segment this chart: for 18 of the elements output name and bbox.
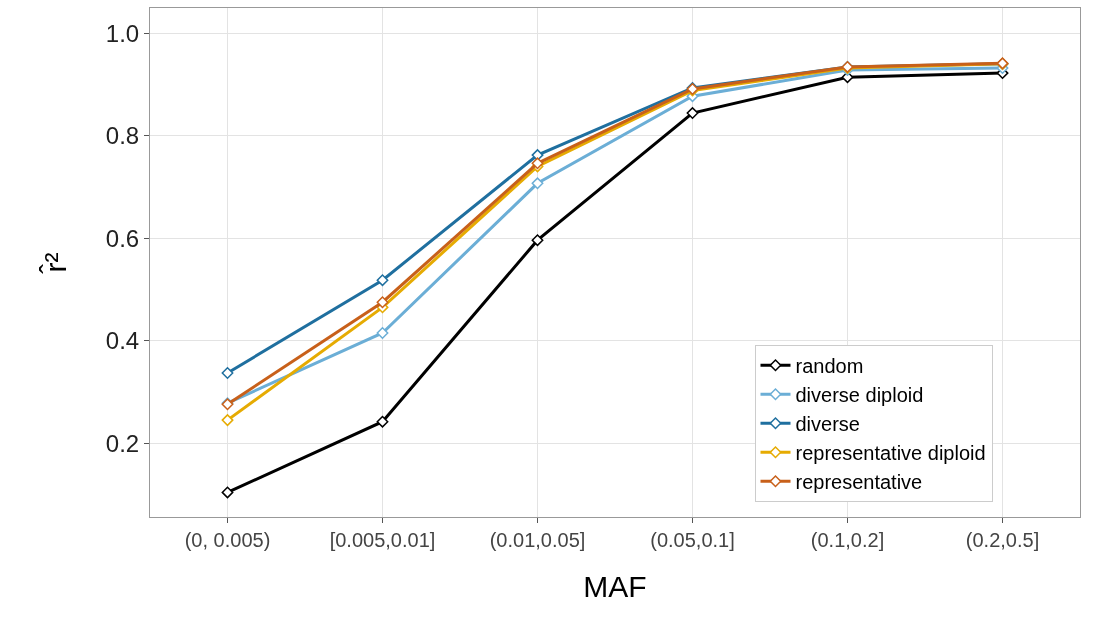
x-axis-title: MAF bbox=[583, 569, 647, 603]
x-tick-label: (0, 0.005) bbox=[184, 529, 271, 551]
x-tick-label: (0.05,0.1] bbox=[650, 529, 735, 551]
x-tick-label: [0.005,0.01] bbox=[329, 529, 436, 551]
legend-label: diverse diploid bbox=[795, 384, 924, 407]
y-tick-label: 1.0 bbox=[105, 19, 140, 47]
legend-label: diverse bbox=[795, 413, 860, 436]
x-tick-label: (0.2,0.5] bbox=[965, 529, 1040, 551]
y-tick-label: 0.8 bbox=[105, 122, 140, 150]
y-tick-label: 0.4 bbox=[105, 327, 140, 355]
legend-label: random bbox=[795, 355, 864, 378]
y-axis-title: r̂² bbox=[38, 252, 72, 274]
y-tick-label: 0.6 bbox=[105, 224, 140, 252]
y-tick-label: 0.2 bbox=[105, 429, 140, 457]
legend-label: representative bbox=[795, 471, 923, 494]
x-tick-label: (0.01,0.05] bbox=[489, 529, 586, 551]
legend-label: representative diploid bbox=[795, 442, 986, 465]
x-tick-label: (0.1,0.2] bbox=[810, 529, 885, 551]
